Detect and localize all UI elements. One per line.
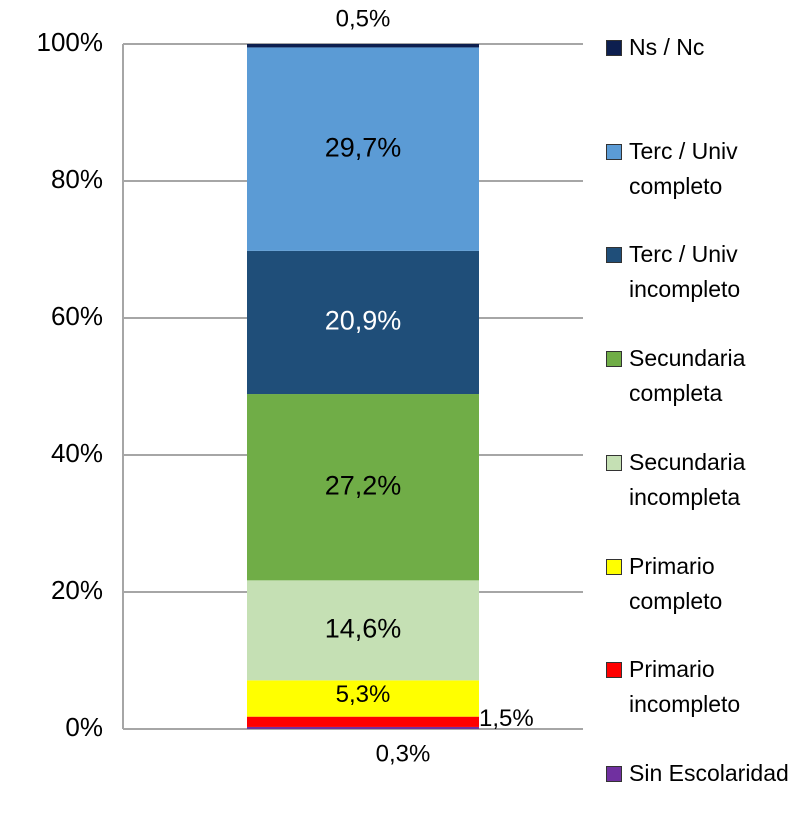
legend-item: Sin Escolaridad bbox=[606, 756, 806, 791]
value-label: 20,9% bbox=[325, 306, 402, 336]
y-tick-label: 100% bbox=[37, 27, 104, 57]
legend-swatch bbox=[606, 454, 622, 471]
legend-item: Terc / Univ completo bbox=[606, 134, 806, 204]
value-label: 5,3% bbox=[336, 681, 391, 708]
legend-item: Secundaria completa bbox=[606, 341, 806, 411]
legend-label: Ns / Nc bbox=[629, 34, 705, 60]
value-label: 29,7% bbox=[325, 132, 402, 162]
legend-item: Primario incompleto bbox=[606, 652, 806, 722]
legend-swatch bbox=[606, 247, 622, 264]
legend-label: Secundaria incompleta bbox=[629, 448, 746, 510]
legend-label: Primario completo bbox=[629, 552, 723, 614]
y-tick-label: 60% bbox=[51, 301, 103, 331]
value-label: 27,2% bbox=[325, 470, 402, 500]
y-tick-label: 20% bbox=[51, 575, 103, 605]
value-label: 0,5% bbox=[336, 5, 391, 32]
value-label: 1,5% bbox=[479, 705, 534, 732]
legend-swatch bbox=[606, 765, 622, 782]
bar-segment bbox=[247, 44, 479, 48]
legend-item: Ns / Nc bbox=[606, 30, 806, 65]
legend-label: Primario incompleto bbox=[629, 656, 741, 718]
bar-segment bbox=[247, 680, 479, 717]
legend-item: Terc / Univ incompleto bbox=[606, 237, 806, 307]
legend-swatch bbox=[606, 351, 622, 368]
y-tick-label: 40% bbox=[51, 438, 103, 468]
legend-label: Secundaria completa bbox=[629, 345, 746, 407]
legend-label: Terc / Univ incompleto bbox=[629, 241, 741, 303]
bar-segment bbox=[247, 726, 479, 729]
bar-segment bbox=[247, 716, 479, 727]
legend-item: Secundaria incompleta bbox=[606, 445, 806, 515]
legend-swatch bbox=[606, 40, 622, 56]
legend-swatch bbox=[606, 143, 622, 160]
bar-segment bbox=[247, 580, 479, 681]
legend-swatch bbox=[606, 558, 622, 575]
legend-swatch bbox=[606, 662, 622, 679]
bar-segment bbox=[247, 250, 479, 395]
value-label: 14,6% bbox=[325, 613, 402, 643]
bar-segment bbox=[247, 47, 479, 251]
legend-item: Primario completo bbox=[606, 549, 806, 619]
bar-segment bbox=[247, 394, 479, 581]
y-tick-label: 0% bbox=[65, 712, 103, 742]
value-label: 0,3% bbox=[376, 740, 431, 767]
y-tick-label: 80% bbox=[51, 164, 103, 194]
legend-label: Terc / Univ completo bbox=[629, 137, 738, 199]
legend-label: Sin Escolaridad bbox=[629, 759, 789, 786]
